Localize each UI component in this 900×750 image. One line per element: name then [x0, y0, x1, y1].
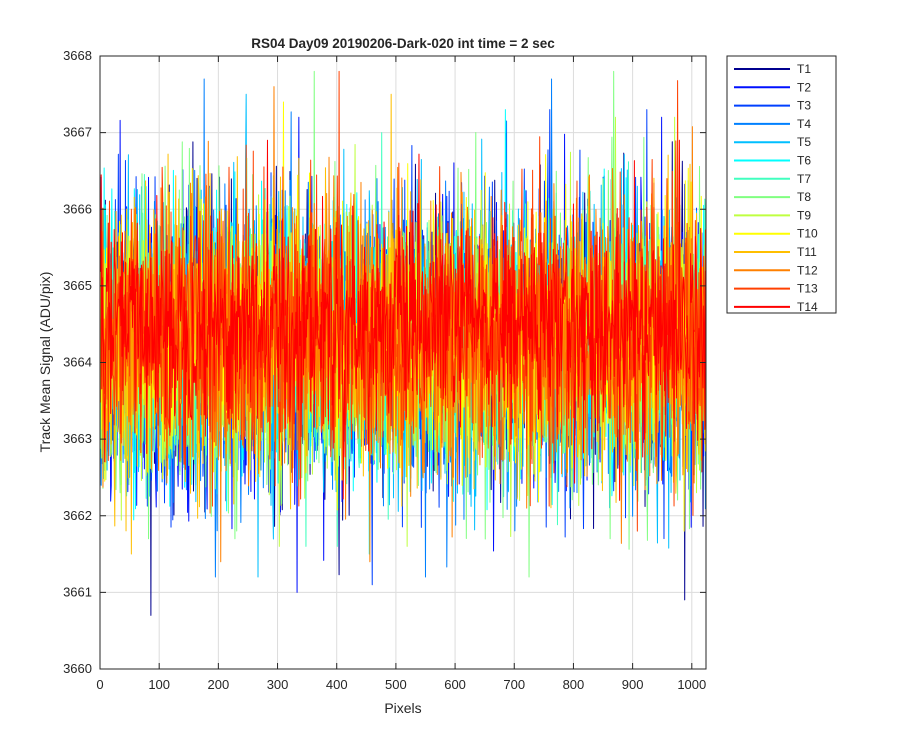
- x-tick-label: 800: [563, 677, 585, 692]
- legend-label: T5: [797, 135, 811, 149]
- legend-label: T4: [797, 117, 811, 131]
- y-tick-label: 3667: [63, 125, 92, 140]
- y-tick-label: 3666: [63, 201, 92, 216]
- legend-label: T12: [797, 263, 818, 277]
- y-axis-label: Track Mean Signal (ADU/pix): [37, 272, 53, 453]
- x-tick-label: 100: [148, 677, 170, 692]
- legend-label: T10: [797, 227, 818, 241]
- x-axis: 0 100 200 300 400 500 600 700 800 900 1000: [96, 56, 706, 692]
- y-axis: 3660 3661 3662 3663 3664 3665 3666 3667 3668: [63, 48, 706, 676]
- x-tick-label: 700: [503, 677, 525, 692]
- y-tick-label: 3660: [63, 661, 92, 676]
- x-tick-label: 200: [208, 677, 230, 692]
- x-tick-label: 900: [622, 677, 644, 692]
- y-tick-label: 3664: [63, 355, 92, 370]
- legend-label: T11: [797, 245, 817, 259]
- legend-label: T14: [797, 300, 818, 314]
- series-line-t14: [100, 139, 707, 501]
- series-layer: [100, 70, 707, 616]
- x-tick-label: 400: [326, 677, 348, 692]
- y-tick-label: 3661: [63, 584, 92, 599]
- y-tick-label: 3668: [63, 48, 92, 63]
- chart-title: RS04 Day09 20190206-Dark-020 int time = …: [251, 36, 555, 51]
- legend-label: T13: [797, 282, 818, 296]
- x-tick-label: 0: [96, 677, 103, 692]
- legend: T1 T2 T3 T4 T5 T6 T7 T8 T9 T10 T11 T12 T13 T14: [726, 55, 837, 314]
- legend-box: [726, 55, 837, 314]
- legend-label: T1: [797, 62, 811, 76]
- y-tick-label: 3662: [63, 508, 92, 523]
- legend-label: T8: [797, 190, 811, 204]
- y-tick-label: 3663: [63, 431, 92, 446]
- x-tick-label: 500: [385, 677, 407, 692]
- x-axis-label: Pixels: [384, 700, 421, 716]
- legend-label: T9: [797, 208, 811, 222]
- legend-label: T2: [797, 80, 811, 94]
- legend-label: T3: [797, 99, 811, 113]
- x-tick-label: 600: [444, 677, 466, 692]
- legend-label: T7: [797, 172, 811, 186]
- x-tick-label: 300: [267, 677, 289, 692]
- legend-label: T6: [797, 154, 811, 168]
- y-tick-label: 3665: [63, 278, 92, 293]
- x-tick-label: 1000: [677, 677, 706, 692]
